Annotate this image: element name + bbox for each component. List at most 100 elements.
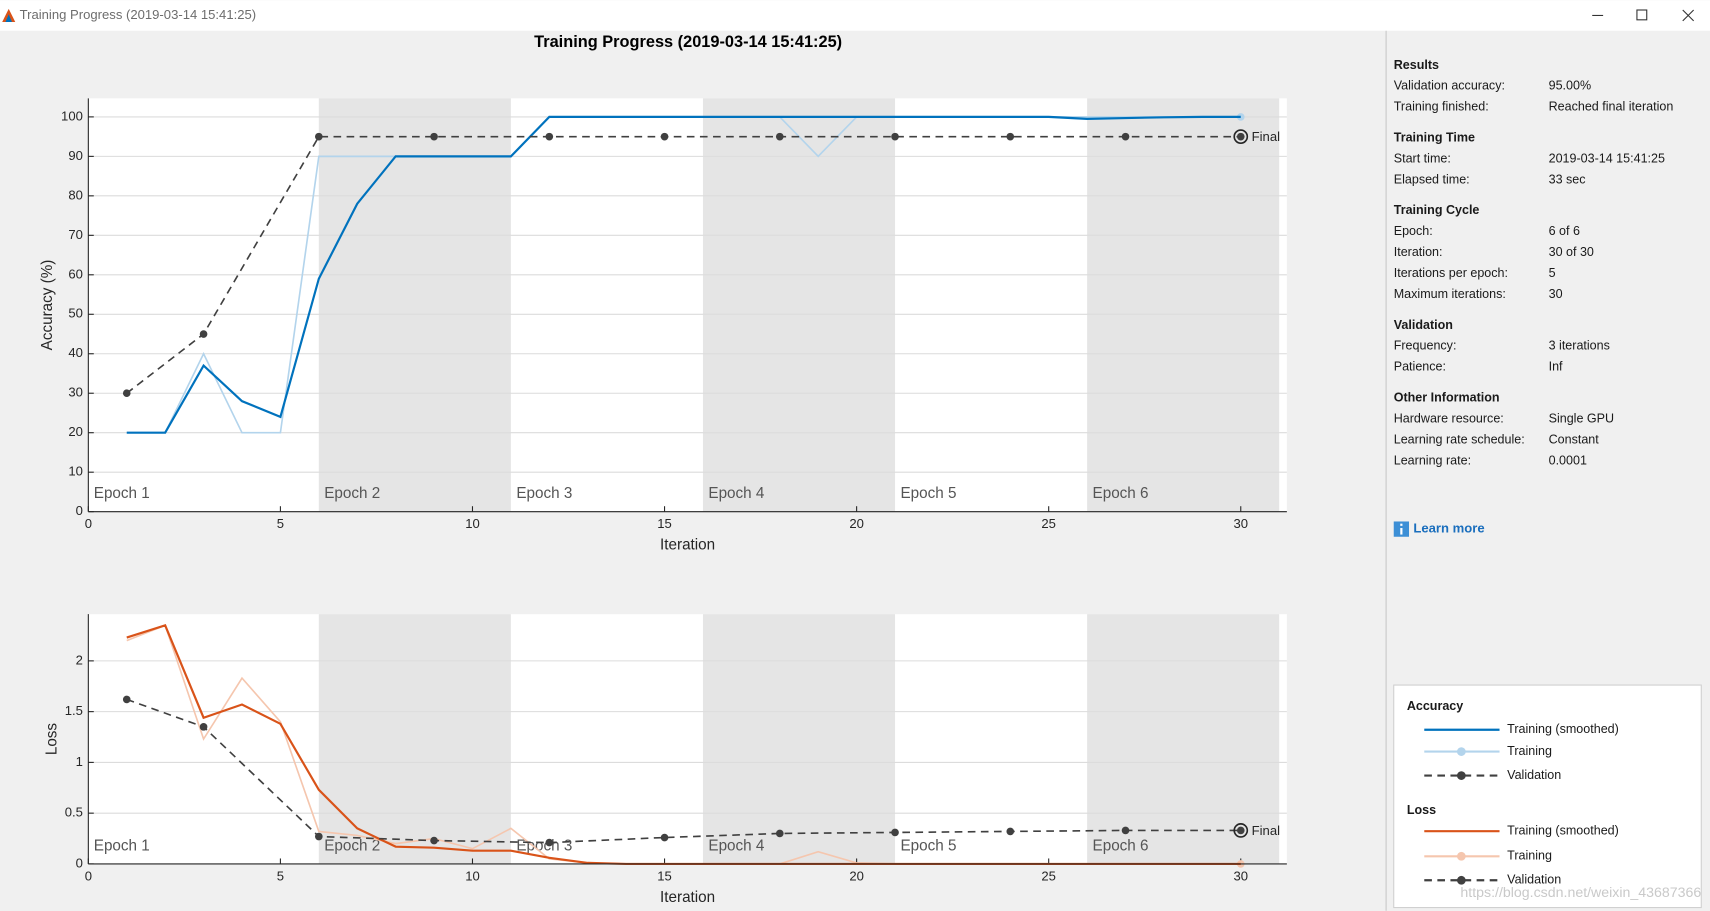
epoch-band	[1087, 98, 1280, 512]
legend-title: Loss	[1407, 803, 1436, 817]
section-title: Other Information	[1394, 391, 1500, 405]
field-label: Validation accuracy:	[1394, 79, 1505, 93]
y-tick-label: 80	[68, 187, 83, 202]
validation-point	[199, 723, 208, 731]
y-axis-label: Accuracy (%)	[39, 260, 56, 351]
legend-label: Training	[1507, 849, 1552, 863]
validation-point	[199, 330, 208, 338]
series-line	[126, 115, 1241, 434]
field-label: Training finished:	[1394, 100, 1489, 114]
validation-point	[775, 132, 784, 141]
validation-point	[1121, 826, 1130, 835]
field-label: Epoch:	[1394, 224, 1433, 238]
y-tick-label: 0.5	[65, 805, 83, 820]
field-value: Reached final iteration	[1549, 100, 1674, 114]
chart-heading: Training Progress (2019-03-14 15:41:25)	[534, 33, 842, 51]
y-tick-label: 40	[68, 345, 83, 360]
epoch-label: Epoch 2	[324, 485, 380, 502]
epoch-label: Epoch 6	[1093, 837, 1149, 854]
validation-point	[891, 828, 899, 837]
section-title: Training Cycle	[1394, 203, 1480, 217]
final-marker	[1233, 129, 1249, 144]
x-tick-label: 15	[657, 516, 672, 531]
section-title: Training Time	[1394, 131, 1475, 145]
section-title: Validation	[1394, 318, 1453, 332]
validation-point	[1006, 132, 1015, 141]
field-label: Iteration:	[1394, 245, 1443, 259]
y-tick-label: 50	[68, 306, 83, 321]
results-panel: Results Validation accuracy: 95.00% Trainin…	[1394, 58, 1674, 467]
field-value: 33 sec	[1549, 172, 1586, 186]
info-icon-dot	[1400, 523, 1403, 526]
info-icon-stem	[1400, 528, 1403, 535]
field-value: 2019-03-14 15:41:25	[1549, 151, 1665, 165]
epoch-band	[702, 98, 896, 512]
validation-point	[1006, 827, 1015, 836]
legend-marker	[1456, 875, 1466, 885]
x-tick-label: 25	[1041, 516, 1056, 531]
legend-label: Training	[1507, 744, 1552, 758]
epoch-band	[702, 614, 896, 864]
validation-point	[660, 132, 669, 141]
x-axis-label: Iteration	[660, 889, 715, 906]
validation-point	[1236, 826, 1245, 835]
y-tick-label: 1.5	[65, 703, 83, 718]
final-label: Final	[1252, 129, 1280, 144]
y-tick-label: 2	[76, 652, 83, 667]
maximize-button[interactable]	[1636, 9, 1648, 21]
section-title: Results	[1394, 58, 1439, 72]
validation-point	[315, 132, 323, 141]
epoch-label: Epoch 6	[1093, 485, 1149, 502]
x-tick-label: 5	[277, 516, 284, 531]
y-tick-label: 30	[68, 385, 83, 400]
epoch-label: Epoch 4	[708, 837, 764, 854]
validation-point	[660, 833, 669, 842]
series-line	[126, 698, 1241, 844]
field-label: Learning rate:	[1394, 453, 1471, 467]
field-value: 3 iterations	[1549, 339, 1610, 353]
validation-point	[430, 836, 438, 845]
field-value: Constant	[1549, 432, 1600, 446]
learn-more-link[interactable]: Learn more	[1413, 521, 1484, 536]
validation-point	[775, 829, 784, 838]
field-label: Elapsed time:	[1394, 172, 1470, 186]
x-tick-label: 10	[465, 516, 480, 531]
y-tick-label: 0	[76, 855, 83, 870]
x-tick-label: 30	[1233, 868, 1248, 883]
y-tick-label: 100	[61, 108, 83, 123]
final-label: Final	[1252, 823, 1280, 838]
field-value: 0.0001	[1549, 453, 1587, 467]
field-value: 30	[1549, 287, 1563, 301]
epoch-band	[318, 98, 511, 512]
validation-point	[430, 132, 438, 141]
field-label: Iterations per epoch:	[1394, 266, 1508, 280]
final-marker	[1233, 823, 1249, 838]
field-value: 6 of 6	[1549, 224, 1580, 238]
x-tick-label: 5	[277, 868, 284, 883]
x-axis-label: Iteration	[660, 537, 715, 554]
epoch-label: Epoch 3	[516, 485, 572, 502]
field-label: Frequency:	[1394, 339, 1457, 353]
field-label: Patience:	[1394, 360, 1446, 374]
legend-box	[1393, 684, 1702, 909]
legend-marker	[1456, 851, 1466, 861]
plot: 0 10 20 30 40 50 60 70 80 90 100 0 5 10 15 20 25 30 Epoch …	[39, 98, 1287, 554]
validation-point	[1121, 132, 1130, 141]
field-value: Single GPU	[1549, 411, 1614, 425]
learn-more[interactable]: Learn more	[1393, 521, 1485, 537]
validation-point	[315, 832, 323, 841]
field-label: Start time:	[1394, 151, 1451, 165]
field-value: 5	[1549, 266, 1556, 280]
field-label: Hardware resource:	[1394, 411, 1504, 425]
y-axis-label: Loss	[43, 723, 60, 756]
y-tick-label: 90	[68, 148, 83, 163]
epoch-label: Epoch 4	[708, 485, 764, 502]
x-tick-label: 15	[657, 868, 672, 883]
y-tick-label: 20	[68, 424, 83, 439]
field-label: Learning rate schedule:	[1394, 432, 1525, 446]
close-button[interactable]	[1682, 9, 1695, 22]
field-value: 30 of 30	[1549, 245, 1594, 259]
title-bar	[0, 0, 1710, 31]
